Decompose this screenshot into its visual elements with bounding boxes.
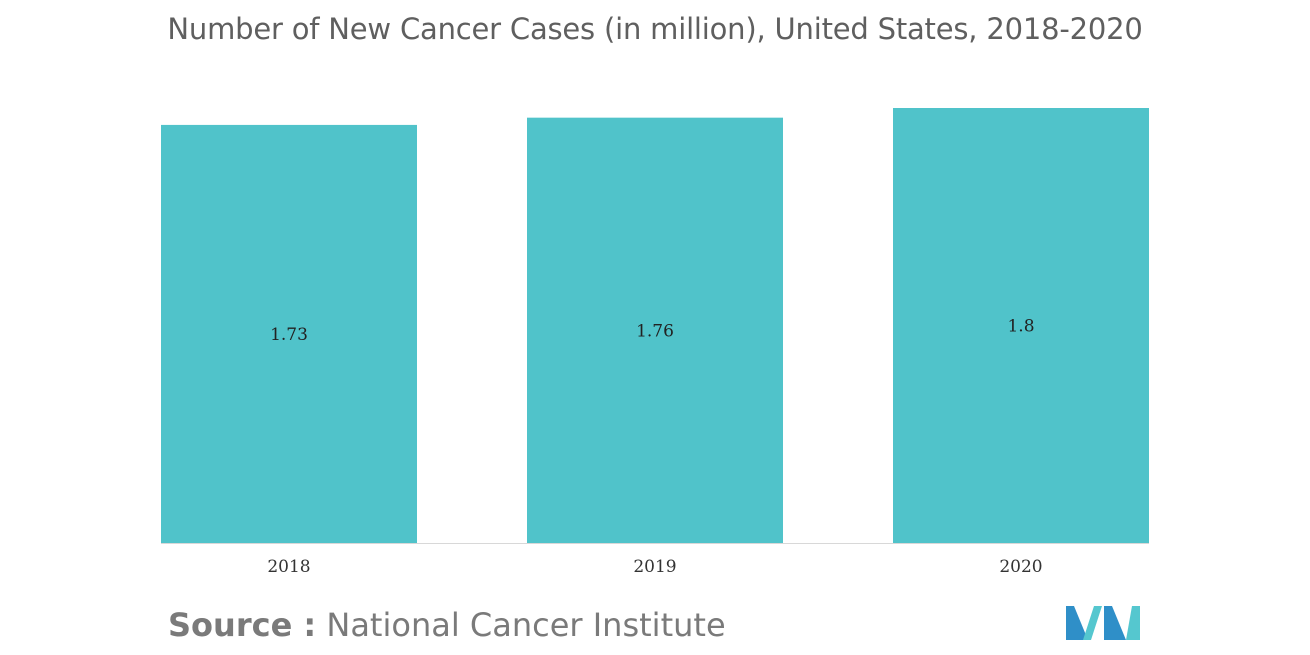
data-label-2020: 1.8 (1007, 317, 1034, 337)
logo-shape-right-b (1126, 606, 1140, 640)
data-labels-layer: 1.73 1.76 1.8 (270, 317, 1034, 345)
data-label-2018: 1.73 (270, 325, 308, 345)
source-prefix: Source : (168, 606, 317, 644)
chart-title: Number of New Cancer Cases (in million),… (167, 12, 1143, 46)
logo-shape-mid (1083, 606, 1102, 640)
bar-2018 (161, 124, 417, 544)
x-tick-labels-layer: 2018 2019 2020 (267, 557, 1042, 577)
brand-logo-icon (1066, 606, 1140, 640)
x-tick-label-2018: 2018 (267, 557, 310, 577)
bars-layer (161, 108, 1149, 544)
x-tick-label-2019: 2019 (633, 557, 676, 577)
logo-shape-left (1066, 606, 1088, 640)
source-text: National Cancer Institute (326, 606, 726, 644)
x-tick-label-2020: 2020 (999, 557, 1042, 577)
source-caption: Source : National Cancer Institute (168, 606, 726, 644)
logo-shape-right-a (1104, 606, 1126, 640)
bar-2019 (527, 117, 783, 544)
bar-2020 (893, 108, 1149, 543)
data-label-2019: 1.76 (636, 321, 674, 341)
